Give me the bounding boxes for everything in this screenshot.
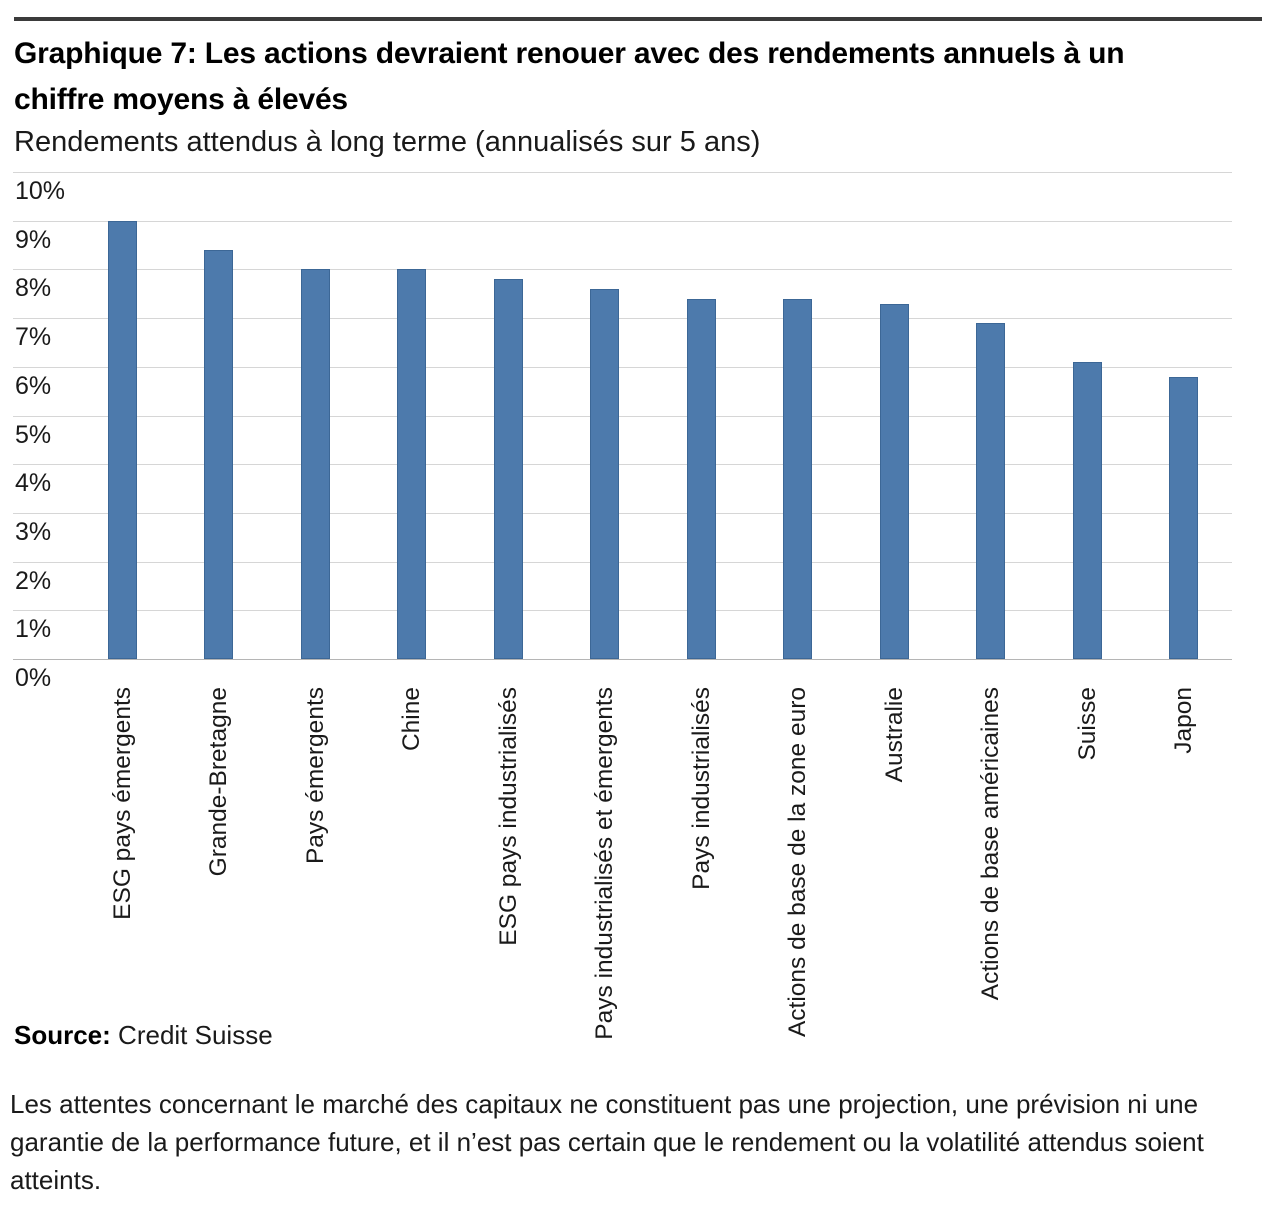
gridline [13, 172, 1232, 173]
bar-slot [1136, 172, 1233, 659]
category-label: Actions de base de la zone euro [784, 687, 812, 1038]
category-label-cell: Actions de base américaines [943, 687, 1040, 1005]
bar-2 [204, 249, 234, 659]
category-label-cell: Suisse [1039, 687, 1136, 1005]
gridline [13, 610, 1232, 612]
category-label-cell: Pays industrialisés [653, 687, 750, 1005]
y-axis-tick-label: 0% [15, 664, 52, 692]
gridline [13, 366, 1232, 368]
category-label: Suisse [1073, 687, 1101, 761]
y-axis-tick-label: 2% [15, 566, 52, 595]
bar-4 [397, 269, 427, 659]
category-label-cell: Japon [1136, 687, 1233, 1005]
x-axis-line [13, 659, 1232, 660]
bar-slot [750, 172, 847, 659]
chart-title-line-1: Graphique 7: Les actions devraient renou… [14, 37, 1125, 70]
top-rule [14, 17, 1262, 21]
y-axis-tick-label: 3% [15, 517, 52, 546]
category-label: Pays émergents [301, 687, 329, 865]
bar-slot [171, 172, 268, 659]
bar-slot [460, 172, 557, 659]
bar-slot [364, 172, 461, 659]
bar-slot [1039, 172, 1136, 659]
category-label-cell: ESG pays industrialisés [460, 687, 557, 1005]
gridline [13, 464, 1232, 466]
document-page: Graphique 7: Les actions devraient renou… [0, 17, 1276, 1217]
category-label-cell: Chine [364, 687, 461, 1005]
category-label: Pays industrialisés [687, 687, 715, 890]
category-label-cell: Grande-Bretagne [171, 687, 268, 1005]
bar-8 [783, 298, 813, 659]
disclaimer-line: atteints. [10, 1165, 102, 1195]
category-label-cell: Australie [846, 687, 943, 1005]
category-label: Grande-Bretagne [205, 687, 233, 877]
source-label: Source: [14, 1020, 111, 1050]
category-label: Australie [880, 687, 908, 783]
bar-slot [846, 172, 943, 659]
category-label-cell: Pays industrialisés et émergents [557, 687, 654, 1040]
category-label-cell: Actions de base de la zone euro [750, 687, 847, 1037]
bar-9 [879, 303, 909, 659]
y-axis-tick-label: 4% [15, 469, 52, 498]
y-axis-tick-label: 5% [15, 420, 52, 449]
plot-area: 10% 9% 8% 7% 6% 5% 4% 3% 2% 1% 0% [13, 172, 1232, 691]
gridline [13, 415, 1232, 417]
category-label-cell: Pays émergents [267, 687, 364, 1005]
bar-slot [267, 172, 364, 659]
chart-title-line-2: chiffre moyens à élevés [14, 83, 348, 116]
y-axis-tick-label: 7% [15, 323, 52, 352]
gridline [13, 318, 1232, 320]
disclaimer-line: garantie de la performance future, et il… [10, 1127, 1204, 1157]
category-label: Pays industrialisés et émergents [591, 687, 619, 1040]
category-label: Japon [1170, 687, 1198, 754]
chart-subtitle: Rendements attendus à long terme (annual… [14, 126, 761, 158]
bar-11 [1072, 361, 1102, 659]
bar-slot [653, 172, 750, 659]
category-label-cell: ESG pays émergents [74, 687, 171, 1005]
category-label: ESG pays émergents [108, 687, 136, 920]
gridline [13, 561, 1232, 563]
bar-slot [943, 172, 1040, 659]
bar-5 [493, 279, 523, 659]
bar-10 [976, 322, 1006, 659]
gridline [13, 512, 1232, 514]
y-axis-tick-label: 9% [15, 225, 52, 254]
bar-7 [686, 298, 716, 659]
disclaimer-line: Les attentes concernant le marché des ca… [10, 1089, 1199, 1119]
category-label: ESG pays industrialisés [494, 687, 522, 946]
bar-slot [74, 172, 171, 659]
chart-title: Graphique 7: Les actions devraient renou… [14, 31, 1262, 123]
y-axis-tick-label: 6% [15, 371, 52, 400]
category-label: Actions de base américaines [977, 687, 1005, 1001]
source-text: Credit Suisse [118, 1020, 273, 1050]
source-line: Source: Credit Suisse [14, 1019, 1262, 1051]
gridline [13, 269, 1232, 271]
bar-slot [557, 172, 654, 659]
bar-series [74, 172, 1232, 659]
y-axis-tick-label: 8% [15, 274, 52, 303]
bar-6 [590, 288, 620, 659]
bar-3 [300, 269, 330, 659]
category-label: Chine [398, 687, 426, 752]
y-axis-tick-label: 1% [15, 615, 52, 644]
bar-12 [1169, 376, 1199, 659]
bar-1 [107, 220, 137, 659]
disclaimer-text: Les attentes concernant le marché des ca… [10, 1085, 1262, 1199]
gridline [13, 220, 1232, 222]
y-axis-tick-label: 10% [15, 177, 66, 205]
x-axis-category-labels: ESG pays émergents Grande-Bretagne Pays ém… [74, 687, 1233, 1040]
